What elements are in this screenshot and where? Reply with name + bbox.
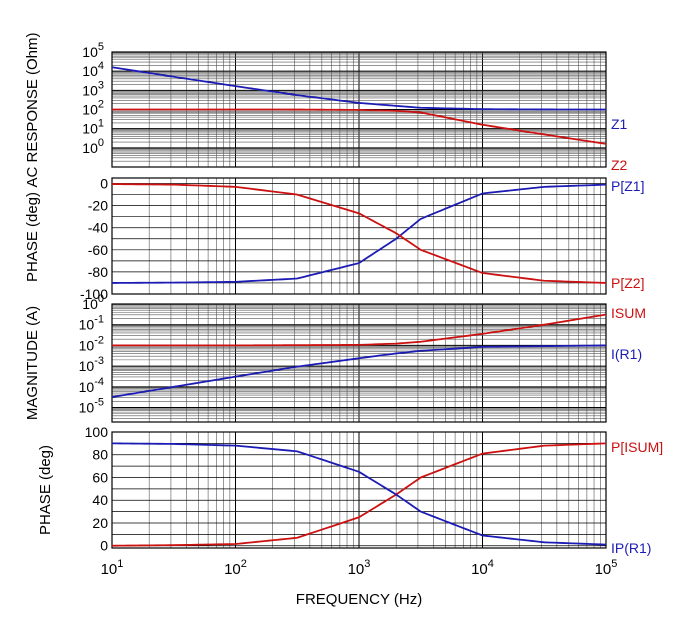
series-label: P[Z2] (611, 275, 644, 291)
y-tick-label: 10-5 (79, 397, 104, 416)
x-tick-label: 105 (595, 558, 618, 578)
series-line-Z1 (111, 66, 606, 111)
y-tick-label: 103 (82, 79, 104, 98)
series-line-ISUM (112, 313, 607, 347)
y-tick-label: 0 (100, 176, 108, 192)
series-label: P[Z1] (611, 178, 644, 194)
y-tick-label: 102 (82, 99, 104, 118)
y-tick-label: -80 (88, 264, 108, 280)
y-tick-label: -20 (88, 198, 108, 214)
y-tick-label: -40 (88, 220, 108, 236)
series-label: I(R1) (611, 346, 642, 362)
panel-3: 100 10-110-2 10-3 10-4 10-5 MAGNITUDE (A) ISUM… (24, 293, 646, 423)
series-line-I(R1) (111, 344, 607, 398)
series-line-P[Z2] (111, 183, 607, 284)
plot-frame (111, 431, 607, 549)
y-tick-label: -100 (80, 286, 108, 302)
x-axis: 101 102 103 104 105 FREQUENCY (Hz) (101, 558, 618, 608)
x-tick-label: 104 (471, 558, 494, 578)
y-tick-label: 105 (82, 41, 104, 60)
series-label: ISUM (611, 305, 646, 321)
y-axis-label: PHASE (deg) (24, 192, 41, 282)
y-tick-label: -60 (88, 242, 108, 258)
y-tick-label: 10-2 (79, 334, 104, 353)
y-tick-label: 100 (82, 293, 104, 312)
series-label: P[ISUM] (611, 439, 663, 455)
panel-2: 0 -20 -40 -60 -80 -100 PHASE (deg) P[Z1] P[Z2] (24, 176, 644, 302)
y-axis-label: PHASE (deg) (37, 445, 54, 535)
series-line-P[ISUM] (111, 442, 607, 547)
series-line-IP(R1) (111, 442, 607, 546)
y-tick-label: 10-4 (79, 376, 104, 395)
x-tick-label: 102 (224, 558, 247, 578)
y-axis-label: AC RESPONSE (Ohm) (24, 32, 41, 187)
y-tick-label: 100 (85, 424, 109, 440)
x-tick-label: 103 (348, 558, 371, 578)
y-tick-label: 40 (92, 492, 108, 508)
y-tick-label: 10-1 (79, 314, 104, 333)
y-tick-label: 60 (92, 469, 108, 485)
series-label: Z2 (611, 157, 628, 173)
y-tick-label: 80 (92, 447, 108, 463)
panel-4: 100 80 60 40 20 0 PHASE (deg) P[ISUM] IP(R1) (37, 424, 663, 556)
series-label: IP(R1) (611, 540, 651, 556)
y-tick-label: 104 (82, 60, 104, 79)
y-tick-label: 100 (82, 137, 104, 156)
x-axis-label: FREQUENCY (Hz) (296, 591, 422, 608)
y-axis-label: MAGNITUDE (A) (24, 306, 41, 420)
series-label: Z1 (611, 116, 628, 132)
y-tick-label: 10-3 (79, 355, 104, 374)
plot-frame (111, 177, 607, 295)
y-tick-label: 101 (82, 118, 104, 137)
series-line-Z2 (112, 108, 607, 145)
y-tick-label: 0 (100, 538, 108, 554)
y-tick-label: 20 (92, 515, 108, 531)
plot-frame (111, 303, 607, 423)
x-tick-label: 101 (101, 558, 124, 578)
series-line-P[Z1] (111, 183, 607, 284)
